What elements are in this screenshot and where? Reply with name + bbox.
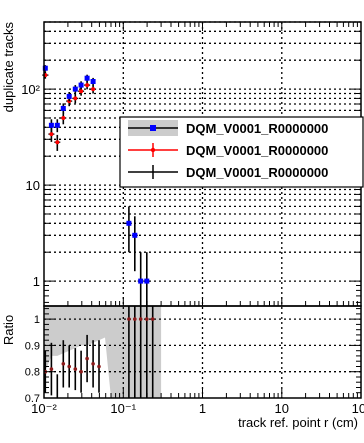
- ratio-marker: [97, 364, 101, 369]
- marker-red-circle: [55, 140, 60, 145]
- data-layer: [42, 65, 155, 398]
- ratio-marker: [127, 317, 131, 321]
- y-tick-label-main: 10²: [21, 82, 40, 97]
- ratio-marker: [73, 367, 78, 371]
- marker-red-circle: [73, 96, 78, 101]
- y-tick-label-ratio: 0.7: [25, 393, 40, 405]
- marker-blue-square: [42, 65, 48, 71]
- y-tick-label-main: 10: [26, 178, 40, 193]
- marker-blue-square: [138, 278, 144, 284]
- marker-blue-square: [84, 75, 90, 81]
- x-axis-title: track ref. point r (cm): [238, 415, 358, 430]
- legend-entry-label: DQM_V0001_R0000000: [186, 121, 328, 136]
- legend-entry-label: DQM_V0001_R0000000: [186, 165, 328, 180]
- ratio-marker: [67, 364, 71, 369]
- marker-blue-square: [126, 220, 132, 226]
- marker-red-circle: [79, 89, 84, 94]
- legend-entry-label: DQM_V0001_R0000000: [186, 143, 328, 158]
- y-tick-label-ratio: 0.9: [25, 340, 40, 352]
- marker-blue-square: [90, 79, 96, 84]
- marker-red-circle: [91, 87, 96, 92]
- x-tick-label: 10²: [352, 401, 364, 416]
- ratio-marker: [91, 362, 95, 366]
- ratio-marker: [49, 367, 54, 371]
- legend: DQM_V0001_R0000000 DQM_V0001_R0000000 DQM_…: [119, 116, 364, 188]
- legend-swatch-blue-square: [150, 125, 156, 131]
- marker-blue-square: [144, 278, 150, 284]
- marker-red-circle: [85, 83, 90, 88]
- ratio-marker: [133, 317, 137, 321]
- marker-blue-square: [72, 86, 78, 92]
- y-tick-label-ratio: 0.8: [25, 367, 40, 379]
- marker-blue-square: [132, 232, 138, 238]
- y-axis-title-main: duplicate tracks: [1, 22, 16, 113]
- frame-layer: [43, 21, 362, 399]
- x-tick-label: 1: [199, 401, 206, 416]
- marker-blue-square: [60, 105, 66, 111]
- x-tick-label: 10: [275, 401, 289, 416]
- marker-red-circle: [49, 132, 54, 137]
- ratio-marker: [138, 317, 143, 321]
- marker-blue-square: [66, 93, 72, 99]
- x-tick-label: 10⁻²: [31, 401, 57, 416]
- band-layer: [44, 306, 162, 398]
- marker-blue-square: [78, 82, 84, 88]
- marker-blue-square: [48, 122, 54, 128]
- ratio-marker: [61, 362, 66, 366]
- ratio-marker: [145, 317, 149, 321]
- marker-red-circle: [61, 116, 66, 120]
- ratio-marker: [150, 317, 155, 321]
- ratio-uncertainty-band: [44, 306, 162, 398]
- y-tick-label-ratio: 1: [34, 314, 40, 326]
- y-axis-title-ratio: Ratio: [1, 315, 16, 345]
- text-layer: 1 10 10² 0.7 0.8 0.9 1 10⁻² 10⁻¹ 1 10 10² duplicate …: [1, 22, 364, 430]
- y-tick-label-main: 1: [33, 274, 40, 289]
- x-tick-label: 10⁻¹: [110, 401, 136, 416]
- ratio-marker: [79, 369, 83, 374]
- legend-swatch-red-circle: [150, 147, 156, 153]
- marker-blue-square: [54, 122, 60, 128]
- ratio-marker: [85, 356, 89, 361]
